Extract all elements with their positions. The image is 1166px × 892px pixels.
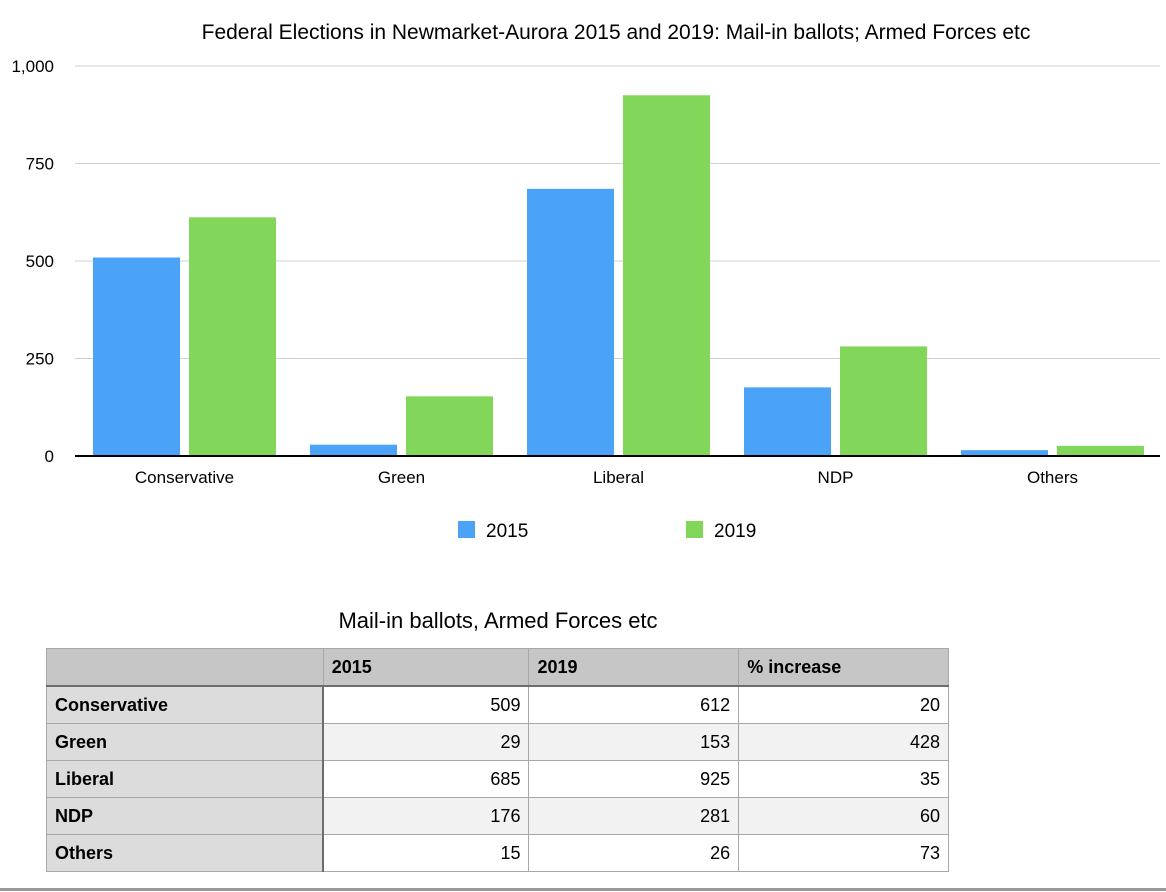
bar-green-2019 xyxy=(406,396,493,456)
row-label: Liberal xyxy=(46,760,325,798)
x-category-label: NDP xyxy=(818,468,854,487)
cell-2019: 153 xyxy=(528,723,740,761)
bar-others-2015 xyxy=(961,450,1048,456)
table-row: Green 29 153 428 xyxy=(46,723,949,761)
bar-green-2015 xyxy=(310,444,397,456)
table-header-2019: 2019 xyxy=(528,648,740,687)
legend-swatch-2015 xyxy=(458,521,475,538)
cell-increase: 428 xyxy=(738,723,949,761)
table-row: Conservative 509 612 20 xyxy=(46,685,949,724)
bar-liberal-2015 xyxy=(527,188,614,456)
table-title: Mail-in ballots, Armed Forces etc xyxy=(338,608,658,633)
cell-2015: 509 xyxy=(322,685,530,724)
y-tick-label: 0 xyxy=(45,447,54,466)
bar-chart: Federal Elections in Newmarket-Aurora 20… xyxy=(11,21,1160,542)
x-category-label: Others xyxy=(1027,468,1078,487)
data-table: 2015 2019 % increase Conservative 509 61… xyxy=(46,648,949,872)
bar-conservative-2019 xyxy=(189,217,276,456)
cell-2015: 685 xyxy=(322,760,530,798)
x-category-label: Liberal xyxy=(593,468,644,487)
table-row: Others 15 26 73 xyxy=(46,834,949,872)
legend-swatch-2019 xyxy=(686,521,703,538)
cell-increase: 35 xyxy=(738,760,949,798)
table-header-2015: 2015 xyxy=(322,648,530,687)
bottom-divider xyxy=(0,888,1166,891)
row-label: NDP xyxy=(46,797,325,835)
chart-title: Federal Elections in Newmarket-Aurora 20… xyxy=(202,21,1031,44)
cell-2019: 612 xyxy=(528,685,740,724)
cell-2019: 925 xyxy=(528,760,740,798)
bar-liberal-2019 xyxy=(623,95,710,456)
cell-increase: 60 xyxy=(738,797,949,835)
y-tick-label: 1,000 xyxy=(11,57,54,76)
y-tick-label: 250 xyxy=(26,350,54,369)
table-header-increase: % increase xyxy=(738,648,949,687)
x-category-label: Conservative xyxy=(135,468,234,487)
bar-ndp-2015 xyxy=(744,387,831,456)
cell-2015: 15 xyxy=(322,834,530,872)
y-tick-label: 500 xyxy=(26,252,54,271)
row-label: Green xyxy=(46,723,325,761)
legend-label: 2015 xyxy=(486,521,528,542)
row-label: Conservative xyxy=(46,685,325,724)
bars xyxy=(93,95,1144,456)
table-header-corner xyxy=(46,648,324,687)
cell-2015: 176 xyxy=(322,797,530,835)
cell-2015: 29 xyxy=(322,723,530,761)
x-category-label: Green xyxy=(378,468,425,487)
bar-ndp-2019 xyxy=(840,346,927,456)
table-header-row: 2015 2019 % increase xyxy=(46,648,949,687)
bar-conservative-2015 xyxy=(93,257,180,456)
y-axis-tick-labels: 0 250 500 750 1,000 xyxy=(11,57,54,466)
legend: 2015 2019 xyxy=(458,521,756,542)
cell-increase: 73 xyxy=(738,834,949,872)
cell-2019: 281 xyxy=(528,797,740,835)
row-label: Others xyxy=(46,834,325,872)
bar-others-2019 xyxy=(1057,445,1144,456)
cell-increase: 20 xyxy=(738,685,949,724)
y-tick-label: 750 xyxy=(26,155,54,174)
cell-2019: 26 xyxy=(528,834,740,872)
x-axis-category-labels: Conservative Green Liberal NDP Others xyxy=(135,468,1078,487)
table-row: Liberal 685 925 35 xyxy=(46,760,949,798)
legend-label: 2019 xyxy=(714,521,756,542)
table-row: NDP 176 281 60 xyxy=(46,797,949,835)
